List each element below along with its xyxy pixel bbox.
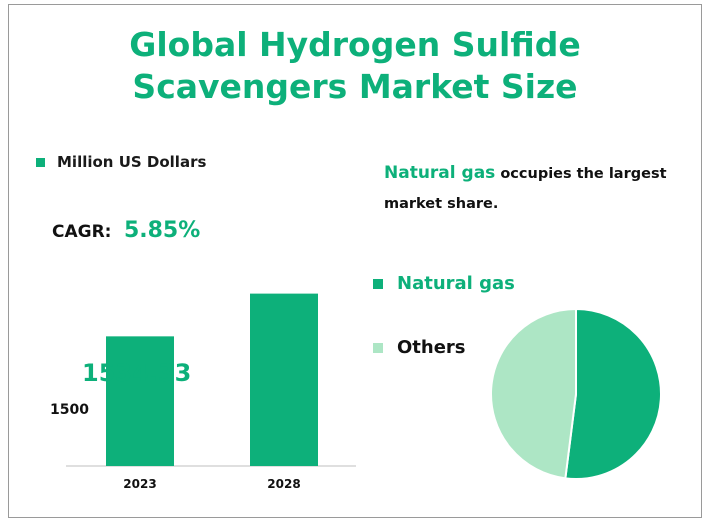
insight-highlight: Natural gas	[384, 163, 496, 183]
x-tick-label-2023: 2023	[123, 477, 156, 491]
pie-legend-swatch-others	[373, 342, 383, 353]
insight-text: Natural gas occupies the largest market …	[384, 158, 684, 219]
pie-slice-others	[490, 307, 577, 480]
bar-legend: Million US Dollars	[36, 153, 206, 171]
pie-legend-natural-gas: Natural gas	[373, 273, 515, 294]
bar-2023	[106, 336, 174, 466]
cagr: CAGR: 5.85%	[52, 218, 200, 243]
pie-chart	[490, 307, 662, 480]
pie-slice-natural-gas	[564, 307, 662, 480]
cagr-value: 5.85%	[123, 218, 201, 243]
pie-legend-label-natural-gas: Natural gas	[397, 273, 515, 294]
pie-legend-label-others: Others	[397, 337, 466, 358]
bar-legend-label: Million US Dollars	[57, 153, 207, 171]
pie-legend-swatch-natural-gas	[373, 278, 383, 289]
title-line-1: Global Hydrogen Sulfide	[129, 25, 581, 64]
chart-title: Global Hydrogen Sulfide Scavengers Marke…	[60, 24, 650, 108]
bar-data-label-2023: 1534.33	[82, 359, 192, 387]
bar-legend-swatch	[36, 157, 45, 167]
x-tick-label-2028: 2028	[267, 477, 300, 491]
pie-legend-others: Others	[373, 337, 466, 358]
insight-body: occupies the largest market share.	[384, 166, 667, 212]
y-tick-label: 1500	[50, 402, 89, 418]
title-line-2: Scavengers Market Size	[132, 67, 578, 106]
cagr-label: CAGR:	[52, 222, 112, 242]
bar-2028	[250, 293, 318, 466]
